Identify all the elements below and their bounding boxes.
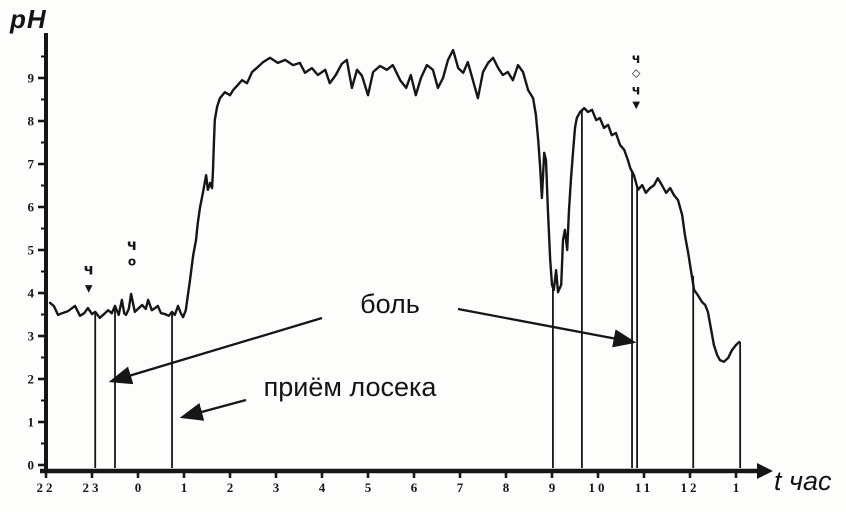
y-tick-label: 6 [28, 200, 35, 215]
x-tick-label: 6 [411, 480, 418, 495]
y-tick-label: 1 [28, 415, 35, 430]
x-tick-label: 9 [549, 480, 556, 495]
y-tick-label: 0 [28, 458, 35, 473]
x-axis-arrowhead [757, 463, 773, 479]
annotation-arrow-pain [108, 316, 323, 385]
handwritten-event-mark: ч [632, 52, 641, 67]
x-tick-label: 2 [227, 480, 234, 495]
handwritten-event-mark: ч [84, 261, 94, 279]
x-tick-label: 11 [635, 480, 653, 495]
annotation-losec-label: приём лосека [263, 372, 437, 402]
x-tick-label: 5 [365, 480, 372, 495]
annotation-arrow-pain [457, 307, 637, 348]
x-axis-title: t час [774, 466, 832, 496]
annotation-pain-label: боль [360, 289, 420, 319]
x-tick-label: 1 [181, 480, 188, 495]
x-tick-label: 3 [273, 480, 280, 495]
y-axis-title: pH [10, 4, 47, 34]
y-tick-label: 8 [28, 114, 35, 129]
x-tick-label: 10 [589, 480, 608, 495]
y-tick-label: 9 [28, 71, 35, 86]
x-tick-label: 1 [733, 480, 740, 495]
handwritten-event-mark: ч [632, 84, 641, 99]
x-tick-label: 23 [83, 480, 102, 495]
y-tick-label: 2 [28, 372, 35, 387]
handwritten-event-mark: ▼ [85, 283, 93, 294]
x-tick-label: 0 [135, 480, 142, 495]
y-tick-label: 4 [28, 286, 35, 301]
handwritten-event-mark: ч [127, 236, 137, 254]
y-tick-label: 7 [28, 157, 35, 172]
handwritten-event-mark: ◇ [632, 67, 641, 80]
y-tick-label: 5 [28, 243, 35, 258]
x-tick-label: 12 [681, 480, 700, 495]
handwritten-event-mark: о [128, 254, 136, 268]
annotation-arrow-losec [179, 398, 247, 421]
x-tick-label: 7 [457, 480, 464, 495]
x-tick-label: 22 [37, 480, 56, 495]
ph-trace [48, 48, 741, 363]
y-tick-label: 3 [28, 329, 35, 344]
x-tick-label: 8 [503, 480, 510, 495]
x-tick-label: 4 [319, 480, 326, 495]
handwritten-event-mark: ▼ [632, 100, 640, 111]
